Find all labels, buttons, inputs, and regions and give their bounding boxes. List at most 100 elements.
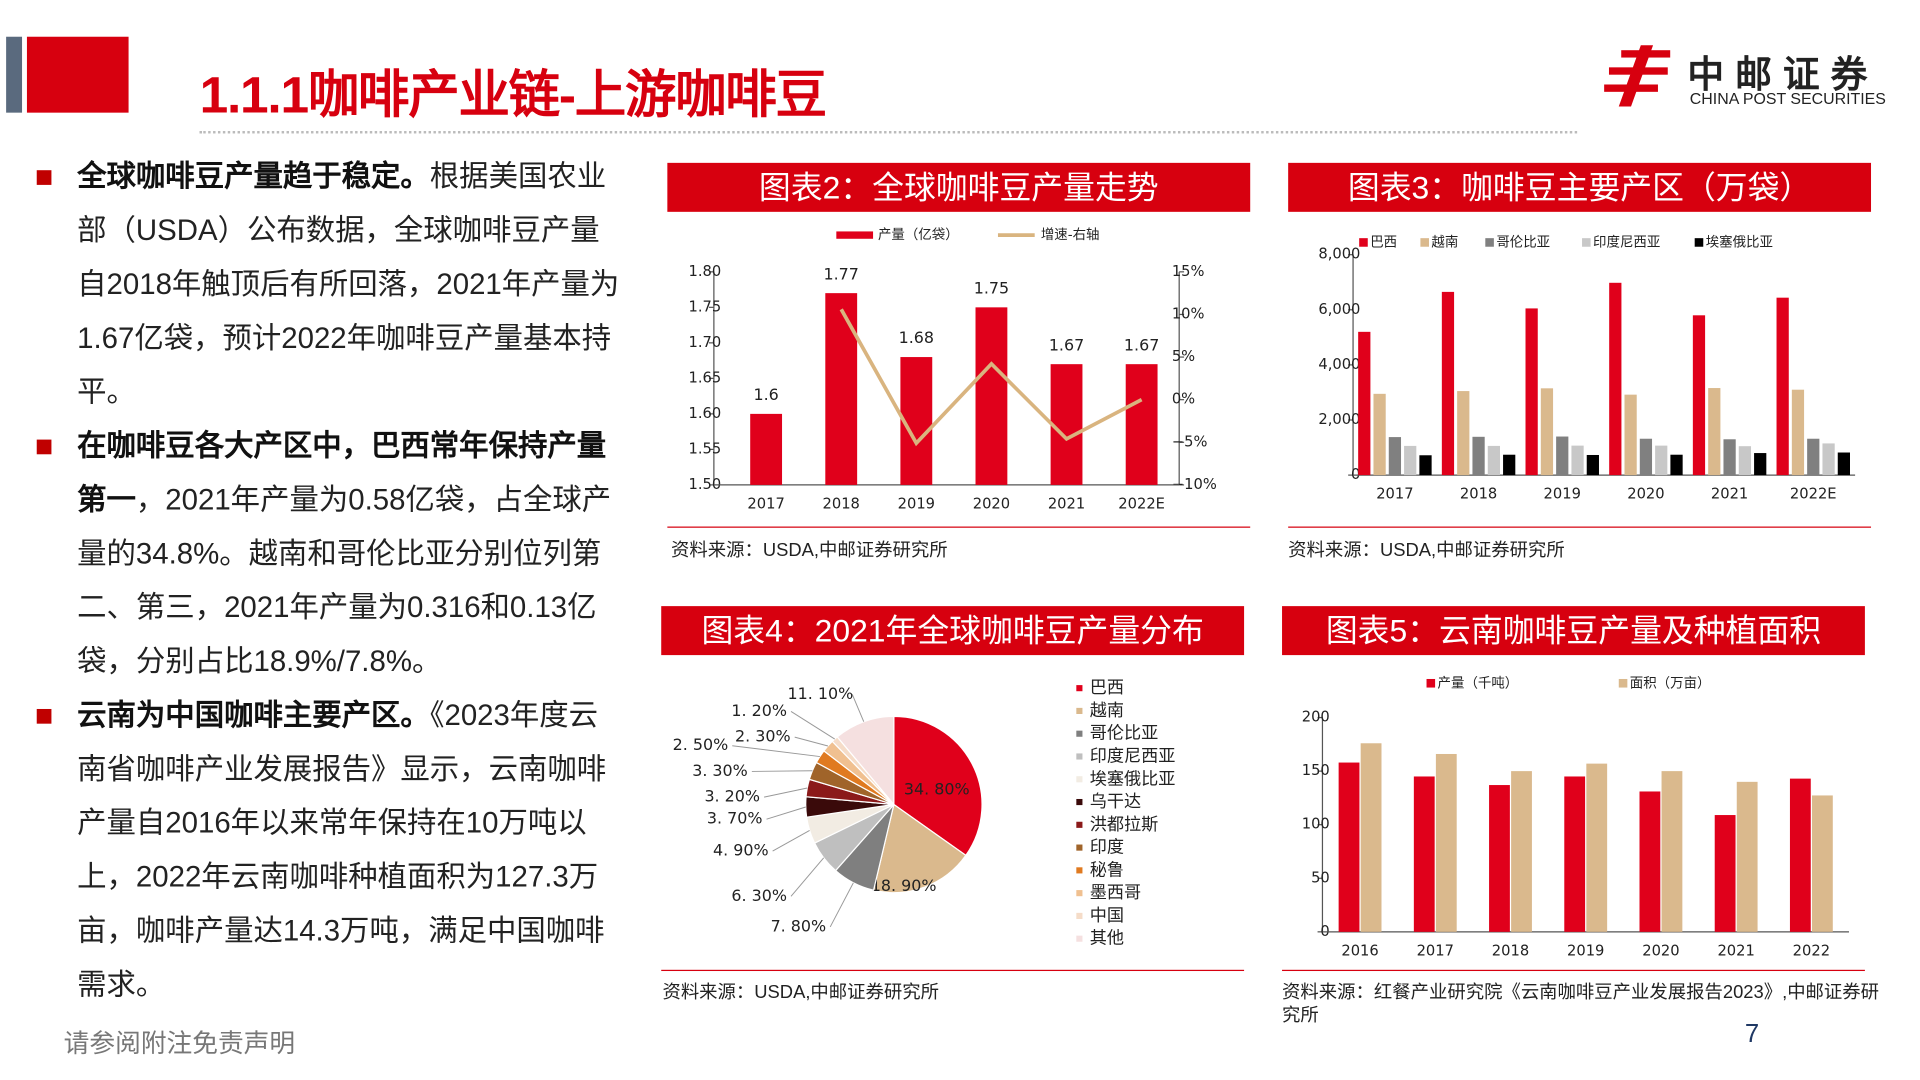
legend-label: 乌干达 (1090, 792, 1141, 812)
legend-label: 产量（亿袋） (878, 227, 959, 243)
chart-title: 图表5：云南咖啡豆产量及种植面积 (1282, 606, 1865, 656)
leader-line (772, 829, 810, 852)
bar (1540, 388, 1554, 476)
legend-swatch (1420, 238, 1429, 247)
bar (1609, 282, 1622, 476)
rule (1288, 526, 1872, 528)
logo-subtext: CHINA POST SECURITIES (1689, 89, 1886, 108)
data-label: 1.6 (753, 385, 778, 404)
y-tick-label: −5% (1172, 433, 1208, 450)
bar (1441, 291, 1455, 476)
legend-swatch (1076, 753, 1083, 760)
y-tick-label: −10% (1172, 476, 1217, 493)
bar (1807, 438, 1820, 476)
bar (1050, 364, 1083, 485)
y-tick-label: 1.65 (689, 369, 722, 386)
bar (1723, 439, 1736, 476)
divider (199, 131, 1578, 134)
legend-swatch (1076, 707, 1083, 715)
y-tick-label: 2,000 (1318, 411, 1360, 428)
legend-label: 印度尼西亚 (1090, 746, 1176, 766)
bar (1419, 455, 1432, 476)
rule (667, 526, 1251, 528)
data-label: 11. 10% (788, 684, 854, 703)
x-tick-label: 2022 (1793, 942, 1830, 959)
chart-title: 图表2：全球咖啡豆产量走势 (667, 162, 1251, 212)
y-tick-label: 8,000 (1318, 246, 1360, 263)
chart-title: 图表4：2021年全球咖啡豆产量分布 (661, 606, 1245, 656)
bar (1525, 308, 1538, 476)
bar (1511, 771, 1532, 932)
leader-line (794, 736, 829, 747)
y-tick-label: 5% (1172, 348, 1195, 365)
bar (1655, 445, 1668, 476)
x-tick-label: 2021 (1711, 486, 1748, 503)
x-tick-label: 2021 (1048, 495, 1085, 512)
x-tick-label: 2019 (898, 495, 935, 512)
x-tick-label: 2016 (1341, 942, 1378, 959)
bar (1404, 445, 1417, 476)
source: 资料来源：红餐产业研究院《云南咖啡豆产业发展报告2023》,中邮证券研究所 (1282, 982, 1880, 1027)
bar (1639, 791, 1661, 932)
x-tick-label: 2017 (1417, 942, 1454, 959)
y-tick-label: 50 (1311, 869, 1330, 886)
bar (1714, 815, 1736, 932)
bar (975, 307, 1008, 485)
source: 资料来源：USDA,中邮证券研究所 (671, 540, 948, 561)
legend-label: 越南 (1431, 234, 1458, 250)
bar (1489, 785, 1510, 932)
legend-label: 哥伦比亚 (1090, 724, 1159, 744)
x-tick-label: 2020 (1627, 486, 1664, 503)
accent-bar (6, 36, 23, 113)
legend-swatch (1076, 798, 1083, 806)
legend-label: 埃塞俄比亚 (1706, 233, 1773, 250)
x-tick-label: 2022E (1118, 495, 1165, 512)
bullet-text: 《2023年度云南省咖啡产业发展报告》显示，云南咖啡产量自2016年以来常年保持… (77, 699, 607, 1002)
legend-label: 印度 (1090, 838, 1124, 858)
legend-swatch (1618, 678, 1628, 688)
bar (1822, 443, 1835, 476)
data-label: 3. 70% (707, 809, 763, 828)
legend-swatch (1076, 912, 1083, 919)
bar (1564, 776, 1586, 932)
legend-swatch (1359, 238, 1368, 247)
legend-label: 面积（万亩） (1630, 674, 1711, 691)
bar (1338, 762, 1360, 932)
leader-line (851, 694, 865, 722)
legend-label: 产量（千吨） (1438, 675, 1519, 691)
x-tick-label: 2018 (1492, 942, 1529, 959)
bar (1358, 331, 1371, 476)
legend-swatch (1076, 776, 1083, 783)
bullet: 在咖啡豆各大产区中，巴西常年保持产量第一，2021年产量为0.58亿袋，占全球产… (34, 420, 622, 689)
bar (1556, 436, 1569, 476)
bullet-lead: 全球咖啡豆产量趋于稳定。 (77, 160, 430, 194)
x-tick-label: 2019 (1544, 486, 1581, 503)
x-tick-label: 2017 (747, 495, 784, 512)
legend-label: 墨西哥 (1090, 883, 1141, 903)
legend-swatch (1076, 685, 1083, 692)
bar (1125, 364, 1158, 485)
y-tick-label: 6,000 (1318, 301, 1360, 318)
legend-swatch (1076, 867, 1083, 874)
data-label: 2. 30% (735, 727, 791, 746)
y-tick-label: 1.60 (689, 405, 722, 422)
bar (1571, 445, 1584, 476)
pie-slice (836, 715, 895, 807)
bar (1413, 776, 1435, 932)
bar (1670, 454, 1683, 476)
rule (661, 969, 1245, 972)
y-tick-label: 1.70 (689, 334, 722, 351)
data-label: 18. 90% (871, 876, 937, 895)
leader-line (766, 806, 806, 820)
legend-label: 巴西 (1370, 235, 1397, 250)
source: 资料来源：USDA,中邮证券研究所 (1288, 540, 1565, 561)
rule (1282, 969, 1865, 972)
bullet: 全球咖啡豆产量趋于稳定。根据美国农业部（USDA）公布数据，全球咖啡豆产量自20… (34, 151, 622, 420)
data-label: 1.75 (974, 278, 1009, 297)
y-tick-label: 15% (1172, 263, 1205, 280)
bar (1457, 391, 1470, 476)
line (839, 308, 1143, 447)
bar (1472, 436, 1485, 476)
